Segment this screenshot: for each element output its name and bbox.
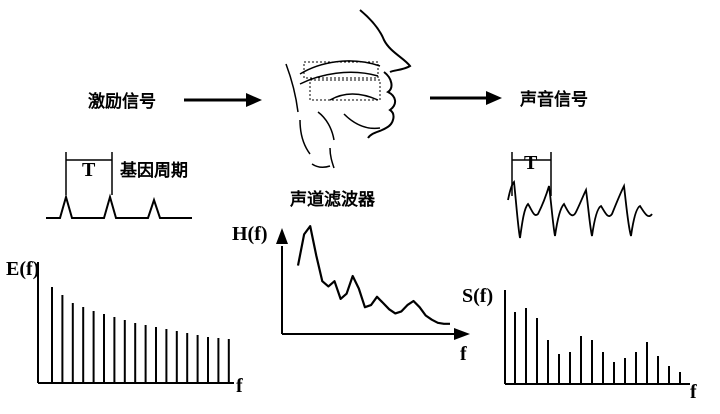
- sound-waveform: [507, 152, 653, 239]
- S-y-label: S(f): [462, 285, 493, 307]
- H-x-label: f: [460, 343, 467, 365]
- period-T-label: T: [524, 152, 538, 174]
- excitation-spectrum-chart: [37, 262, 234, 384]
- S-x-label: f: [690, 381, 697, 403]
- pitch-period-label: 基因周期: [119, 160, 188, 181]
- vocal-tract-filter-label: 声道滤波器: [289, 189, 376, 210]
- sound-signal-label: 声音信号: [519, 89, 588, 110]
- sound-spectrum-chart: [504, 290, 690, 385]
- period-T-label: T: [82, 159, 96, 181]
- response-curve: [296, 225, 450, 325]
- vocal-tract-response-chart: [276, 225, 470, 340]
- E-x-label: f: [236, 375, 243, 397]
- E-y-label: E(f): [6, 258, 39, 280]
- arrow-right-icon: [184, 93, 262, 107]
- excitation-signal-label: 激励信号: [88, 91, 156, 112]
- arrow-right-icon: [430, 91, 502, 105]
- pulse-train: [46, 152, 192, 219]
- vocal-tract-head-icon: [285, 9, 412, 169]
- y-axis-arrow: [276, 228, 288, 244]
- H-y-label: H(f): [232, 223, 268, 245]
- x-axis-arrow: [454, 328, 470, 340]
